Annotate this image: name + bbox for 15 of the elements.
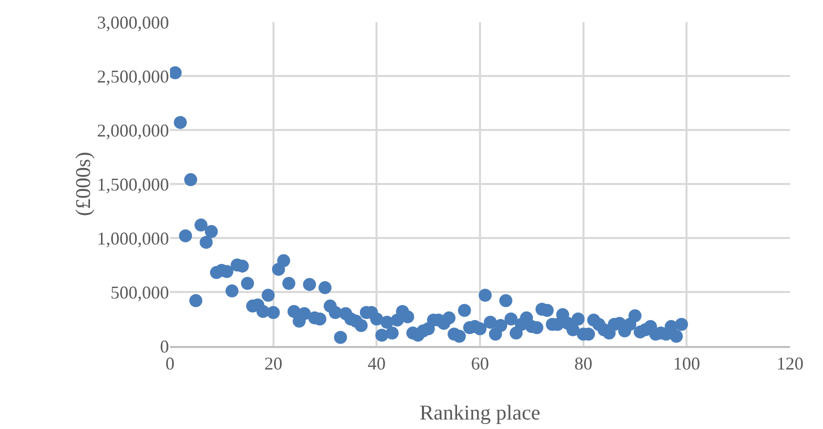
x-tick-label: 40 xyxy=(368,353,386,374)
y-tick-label: 1,500,000 xyxy=(97,174,169,194)
x-tick-label: 120 xyxy=(776,353,804,374)
y-tick-label: 3,000,000 xyxy=(97,12,169,32)
y-tick-label: 2,500,000 xyxy=(97,66,169,86)
x-tick-label: 100 xyxy=(673,353,700,374)
x-tick-label: 60 xyxy=(471,353,489,374)
y-tick-label: 2,000,000 xyxy=(97,120,169,140)
y-axis-title: (£000s) xyxy=(71,152,95,216)
x-axis-title: Ranking place xyxy=(420,400,540,424)
y-tick-label: 1,000,000 xyxy=(97,228,169,248)
x-tick-label: 20 xyxy=(264,353,282,374)
y-tick-label: 0 xyxy=(160,336,169,356)
y-tick-label: 500,000 xyxy=(110,282,169,302)
x-tick-label: 80 xyxy=(574,353,592,374)
